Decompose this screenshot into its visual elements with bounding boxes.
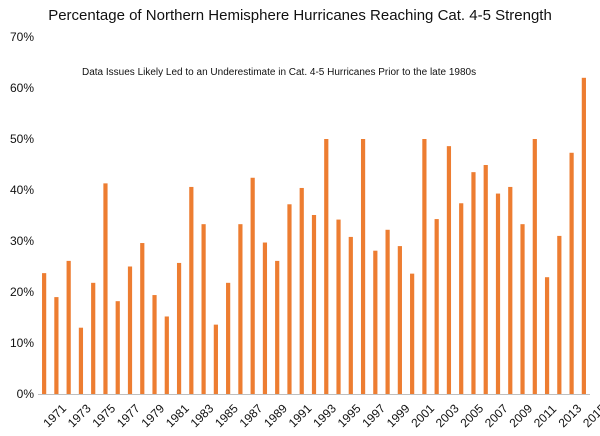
x-tick-label: 1993	[310, 401, 339, 430]
x-tick-label: 1975	[89, 401, 118, 430]
bar-1986	[226, 282, 231, 394]
x-tick-label: 1971	[40, 401, 69, 430]
bar-1982	[176, 262, 182, 394]
bar-2010	[520, 224, 525, 394]
bar-1977	[115, 301, 120, 394]
bar-1971	[42, 273, 47, 394]
bar-2002	[422, 139, 427, 394]
x-tick-label: 1985	[212, 401, 241, 430]
bar-1995	[336, 219, 341, 394]
bar-2013	[557, 235, 562, 394]
bar-2006	[471, 172, 476, 394]
bar-1987	[238, 224, 243, 394]
bar-1999	[385, 229, 390, 394]
y-tick-label: 70%	[10, 30, 34, 44]
bar-2000	[397, 246, 402, 394]
bar-1997	[360, 139, 366, 394]
bar-2015	[581, 77, 586, 395]
bar-1973	[66, 260, 71, 394]
y-tick-label: 50%	[10, 132, 34, 146]
bar-1980	[152, 295, 157, 394]
bar-2008	[495, 193, 501, 394]
bar-1988	[250, 177, 255, 394]
bar-2005	[459, 203, 464, 394]
x-tick-label: 2015	[580, 401, 600, 430]
x-tick-label: 2003	[433, 401, 462, 430]
x-tick-label: 2013	[556, 401, 585, 430]
x-tick-label: 2009	[506, 401, 535, 430]
bar-1975	[91, 282, 96, 394]
x-tick-label: 1979	[138, 401, 167, 430]
x-tick-label: 1999	[384, 401, 413, 430]
bar-1981	[164, 316, 169, 394]
bar-2001	[410, 273, 415, 394]
bar-1985	[213, 324, 218, 394]
bar-1989	[262, 242, 268, 394]
bar-2012	[544, 277, 550, 394]
x-tick-label: 1977	[114, 401, 143, 430]
chart-annotation: Data Issues Likely Led to an Underestima…	[82, 67, 477, 78]
bar-1983	[189, 186, 194, 394]
bar-1993	[311, 214, 317, 394]
y-tick-label: 40%	[10, 183, 34, 197]
chart-title: Percentage of Northern Hemisphere Hurric…	[48, 7, 552, 24]
x-tick-label: 1983	[188, 401, 217, 430]
bar-1974	[78, 327, 84, 394]
bar-2003	[434, 219, 439, 394]
bar-1994	[324, 139, 329, 394]
bar-1990	[275, 260, 280, 394]
bar-1992	[299, 187, 304, 394]
x-tick-label: 1981	[163, 401, 192, 430]
bar-1998	[373, 250, 378, 394]
bar-2007	[483, 165, 488, 394]
bar-2009	[508, 186, 513, 394]
x-tick-label: 2005	[457, 401, 486, 430]
bar-1972	[54, 297, 59, 394]
x-tick-label: 2007	[482, 401, 511, 430]
y-tick-label: 0%	[17, 387, 35, 401]
x-tick-label: 1991	[286, 401, 315, 430]
x-tick-label: 1997	[359, 401, 388, 430]
bar-2004	[446, 146, 452, 394]
y-tick-label: 10%	[10, 336, 34, 350]
x-tick-label: 1989	[261, 401, 290, 430]
bar-2014	[569, 152, 574, 394]
bar-1976	[103, 183, 108, 394]
bar-2011	[532, 139, 537, 394]
bar-1996	[348, 236, 353, 394]
x-tick-label: 2001	[408, 401, 437, 430]
x-tick-label: 2011	[531, 402, 559, 430]
y-tick-label: 60%	[10, 81, 34, 95]
x-tick-label: 1973	[65, 401, 94, 430]
bar-1979	[140, 243, 145, 394]
bar-1991	[287, 204, 292, 394]
bar-1978	[127, 266, 133, 394]
y-tick-label: 20%	[10, 285, 34, 299]
y-tick-label: 30%	[10, 234, 34, 248]
x-tick-label: 1987	[237, 401, 266, 430]
x-tick-label: 1995	[335, 401, 364, 430]
bar-1984	[201, 224, 206, 394]
